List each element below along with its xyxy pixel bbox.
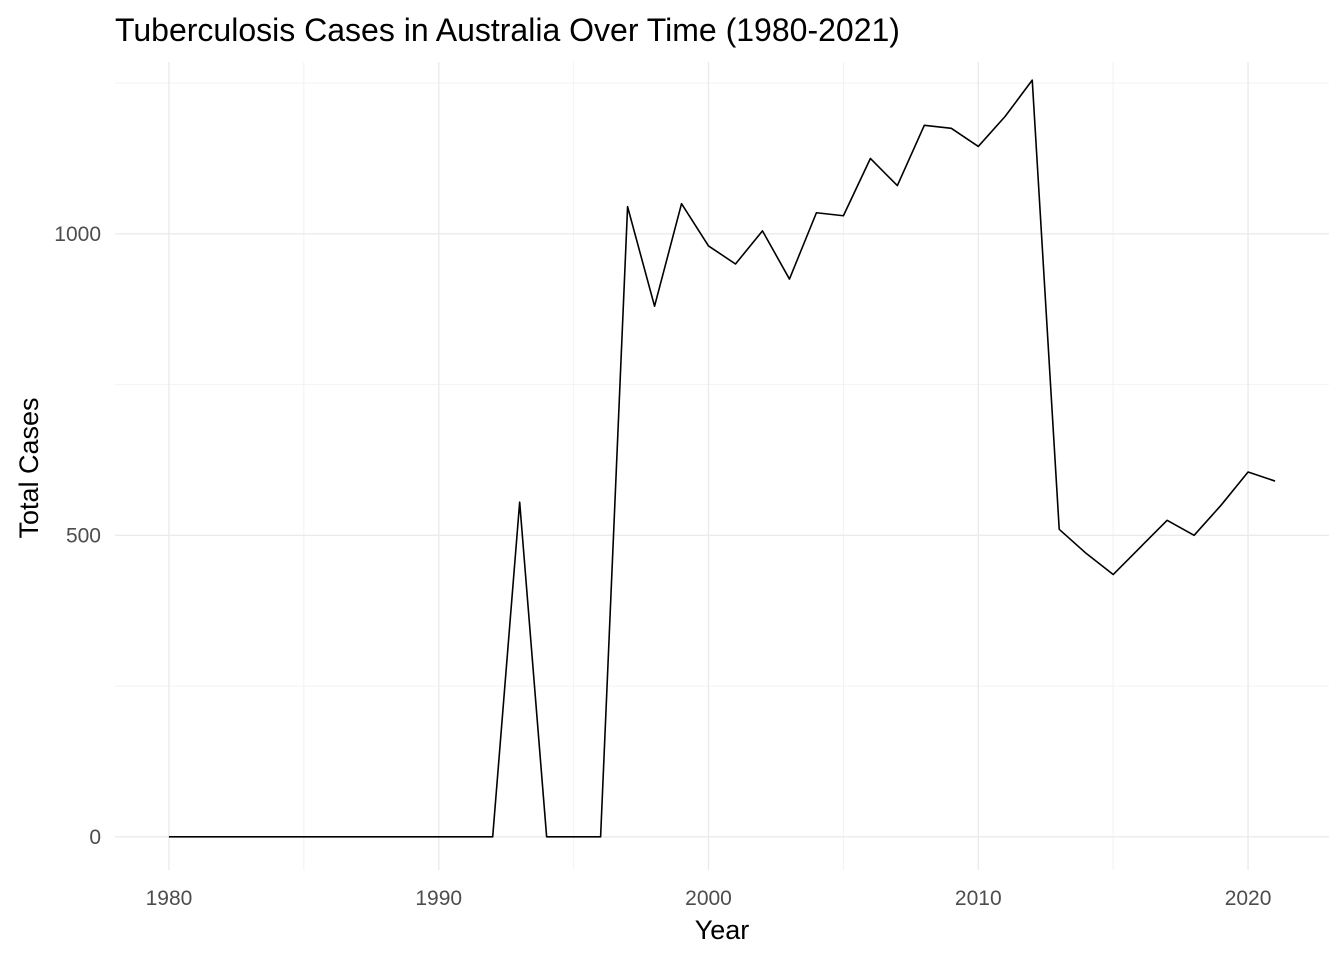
chart-title: Tuberculosis Cases in Australia Over Tim… — [115, 12, 900, 48]
major-gridlines — [115, 62, 1329, 870]
y-axis-title: Total Cases — [14, 397, 44, 538]
x-tick-label: 2020 — [1225, 887, 1272, 910]
x-tick-label: 1990 — [415, 887, 462, 910]
y-tick-label: 500 — [66, 524, 101, 547]
x-tick-label: 2000 — [685, 887, 732, 910]
minor-gridlines — [115, 62, 1329, 870]
y-tick-label: 0 — [89, 826, 101, 849]
x-tick-label: 1980 — [146, 887, 193, 910]
x-axis-title: Year — [695, 915, 750, 945]
y-tick-label: 1000 — [54, 223, 101, 246]
series-layer — [168, 79, 1276, 838]
x-axis-tick-labels: 1980 1990 2000 2010 2020 — [146, 887, 1272, 910]
y-axis-tick-labels: 0 500 1000 — [54, 223, 101, 849]
series-line — [168, 79, 1276, 838]
x-tick-label: 2010 — [955, 887, 1002, 910]
